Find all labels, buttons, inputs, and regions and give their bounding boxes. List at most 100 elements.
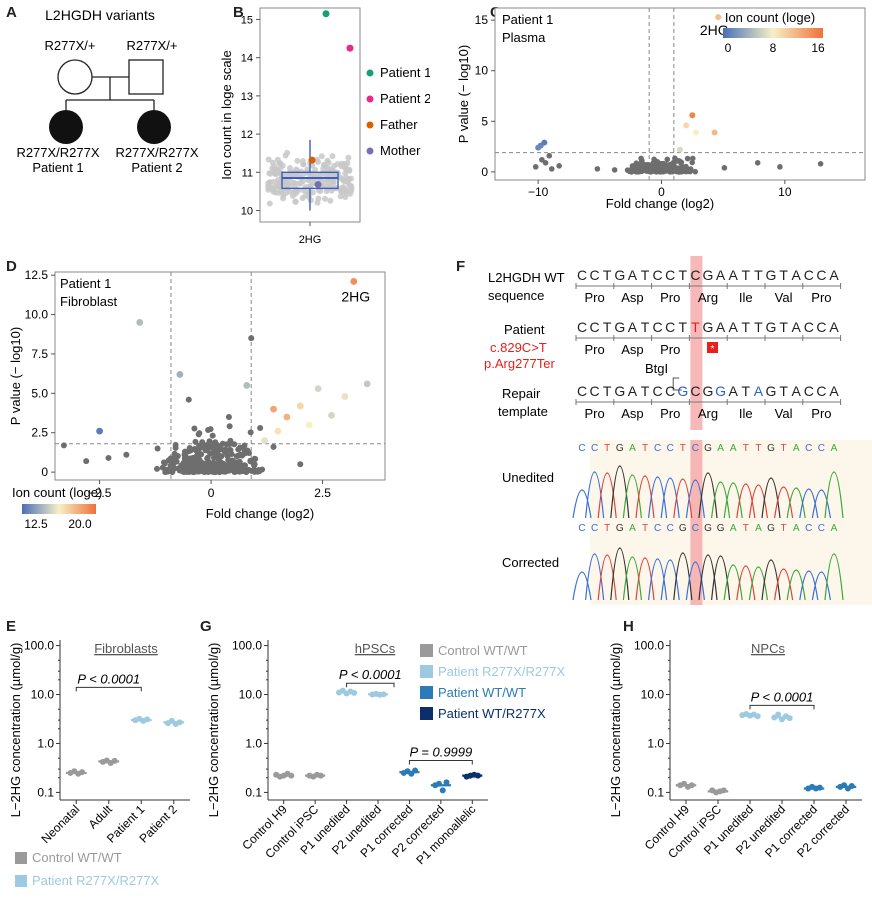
data-point (222, 446, 229, 453)
trace-base: C (818, 523, 825, 534)
trace-peak (811, 571, 831, 601)
data-point (338, 188, 345, 195)
data-point (775, 711, 782, 718)
data-point (241, 442, 248, 449)
data-point (182, 453, 189, 460)
wt-base: A (792, 267, 802, 283)
data-point (330, 178, 337, 185)
colored-point (677, 146, 683, 153)
wt-base: A (829, 267, 839, 283)
trace-base: C (805, 443, 812, 454)
trace-base: T (743, 523, 749, 534)
significance-label: P = 0.9999 (409, 744, 472, 759)
amino-acid: Pro (584, 406, 604, 421)
trace-peak (736, 565, 756, 601)
data-point (680, 164, 687, 171)
legend-label: Mother (380, 143, 421, 158)
trace-peak (748, 566, 768, 601)
patient-base: A (792, 319, 802, 335)
data-point (341, 163, 348, 170)
data-point (692, 168, 699, 175)
trace-base: T (642, 443, 648, 454)
panel-label-e: E (6, 618, 17, 635)
trace-peak (711, 555, 731, 601)
y-tick-label: 15 (475, 13, 489, 27)
data-point (270, 443, 277, 450)
patient-base: C (816, 319, 826, 335)
data-point (443, 779, 450, 786)
wt-base: C (816, 267, 826, 283)
trace-peak (597, 554, 617, 601)
fibroblast-volcano-chart: −2.5 0 2.5 0 2.5 5.0 7.5 10.0 12.5 Fold change (l… (8, 268, 386, 531)
colored-point (350, 278, 358, 285)
wt-base: A (628, 267, 638, 283)
trace-peak (610, 547, 630, 601)
trace-peak (622, 556, 642, 601)
data-point (661, 166, 668, 172)
colored-point (715, 14, 722, 21)
data-point (242, 462, 249, 469)
data-point (274, 183, 281, 190)
father-symbol (128, 59, 164, 95)
legend-swatch (366, 147, 374, 155)
pedigree-chart: L2HGDH variants R277X/+ R277X/+ R277X/R2… (16, 7, 198, 175)
patient-base: G (614, 319, 625, 335)
x-tick-label: Neonatal (38, 802, 82, 846)
patient2-name: Patient 2 (131, 160, 182, 175)
x-axis-label: Fold change (log2) (206, 506, 314, 521)
trace-base: C (591, 443, 598, 454)
y-tick-label: 13 (241, 91, 253, 103)
y-axis-label: Ion count in loge scale (219, 50, 234, 179)
trace-peak (811, 489, 831, 519)
data-point (191, 425, 198, 432)
trace-peak (698, 472, 718, 519)
trace-base: C (578, 443, 585, 454)
y-tick-label: 10.0 (641, 688, 665, 702)
mother-genotype: R277X/+ (45, 38, 96, 53)
repair-base: G (766, 383, 777, 399)
significance-bracket (749, 704, 815, 710)
trace-peak (673, 478, 693, 519)
patient-base: T (742, 319, 751, 335)
y-tick-label: 12 (241, 129, 253, 141)
y-tick-label: 5 (481, 114, 488, 128)
fibroblast-concentration-chart: 0.1 1.0 10.0 100.0L−2HG concentration (µmol… (8, 639, 190, 888)
data-point (199, 439, 206, 446)
father-genotype: R277X/+ (127, 38, 178, 53)
data-point (286, 165, 293, 172)
legend-title: Ion count (loge) (725, 10, 815, 25)
annotation: Fibroblast (60, 294, 117, 309)
significance-bracket (75, 686, 142, 692)
trace-peak (585, 471, 605, 519)
y-tick-label: 12.5 (25, 268, 49, 282)
trace-base: A (831, 523, 838, 534)
data-point (211, 454, 218, 461)
wt-base: T (779, 267, 788, 283)
data-point (200, 444, 207, 451)
trace-base: A (793, 523, 800, 534)
trace-base: C (667, 523, 674, 534)
patient2-genotype: R277X/R277X (115, 145, 198, 160)
colored-point (693, 129, 700, 136)
trace-base: T (642, 523, 648, 534)
patient1-symbol (49, 110, 83, 144)
amino-acid: Asp (621, 342, 643, 357)
data-point (271, 163, 278, 170)
data-point (211, 449, 218, 456)
colored-point (535, 144, 542, 151)
data-point (60, 442, 67, 449)
data-point (251, 461, 258, 468)
data-point (224, 452, 231, 459)
data-point (206, 466, 213, 473)
repair-base: G (677, 383, 688, 399)
data-point (670, 159, 677, 166)
repair-base: A (628, 383, 638, 399)
y-tick-label: 0.1 (245, 785, 262, 799)
data-point (105, 454, 112, 461)
data-point (323, 179, 330, 186)
data-point (300, 161, 307, 168)
trace-base: G (717, 523, 725, 534)
amino-acid: Arg (698, 406, 718, 421)
trace-base: G (616, 443, 624, 454)
data-point (176, 719, 183, 726)
